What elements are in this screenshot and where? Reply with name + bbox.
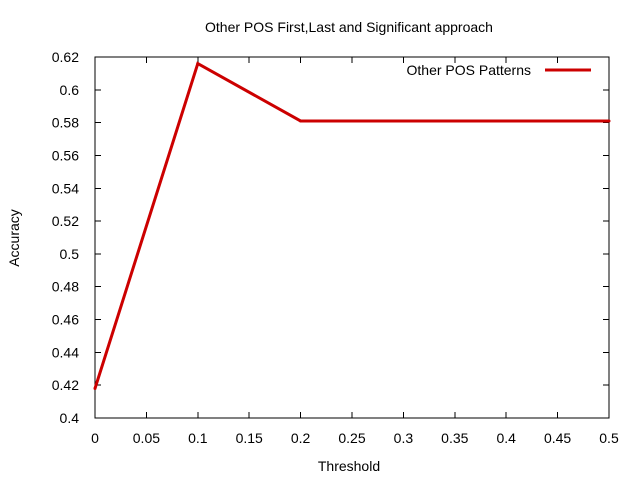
axis-ticks — [94, 56, 610, 419]
data-point — [93, 386, 97, 390]
y-tick-label: 0.44 — [52, 344, 79, 360]
x-tick-label: 0.45 — [544, 430, 571, 446]
x-tick-label: 0 — [91, 430, 99, 446]
y-tick-label: 0.4 — [60, 410, 80, 426]
y-tick-label: 0.58 — [52, 115, 79, 131]
data-point — [607, 119, 611, 123]
y-tick-label: 0.62 — [52, 49, 79, 65]
x-tick-label: 0.2 — [291, 430, 311, 446]
x-tick-label: 0.15 — [236, 430, 263, 446]
data-point — [196, 62, 200, 66]
x-tick-label: 0.35 — [441, 430, 468, 446]
y-tick-labels: 0.4 0.42 0.44 0.46 0.48 0.5 0.52 0.54 0.56 0.58 0.… — [52, 49, 79, 426]
x-tick-label: 0.1 — [188, 430, 208, 446]
x-tick-label: 0.05 — [133, 430, 160, 446]
y-tick-label: 0.6 — [60, 82, 80, 98]
y-tick-label: 0.54 — [52, 180, 79, 196]
plot-frame — [94, 56, 610, 419]
x-tick-label: 0.3 — [394, 430, 414, 446]
data-point — [401, 119, 405, 123]
y-tick-label: 0.5 — [60, 246, 80, 262]
x-tick-labels: 0 0.05 0.1 0.15 0.2 0.25 0.3 0.35 0.4 0.45 0.5 — [91, 430, 619, 446]
series-group — [93, 61, 611, 390]
y-axis-label: Accuracy — [6, 209, 22, 267]
x-tick-label: 0.5 — [599, 430, 619, 446]
legend: Other POS Patterns — [407, 62, 591, 78]
chart-title: Other POS First,Last and Significant app… — [205, 19, 493, 35]
data-point — [504, 119, 508, 123]
legend-label: Other POS Patterns — [407, 62, 532, 78]
x-axis-label: Threshold — [318, 458, 380, 474]
y-tick-label: 0.42 — [52, 377, 79, 393]
y-tick-label: 0.56 — [52, 147, 79, 163]
data-point — [299, 119, 303, 123]
x-tick-label: 0.4 — [496, 430, 516, 446]
y-tick-label: 0.52 — [52, 213, 79, 229]
x-tick-label: 0.25 — [338, 430, 365, 446]
y-tick-label: 0.48 — [52, 279, 79, 295]
series-line — [93, 61, 609, 389]
y-tick-label: 0.46 — [52, 312, 79, 328]
